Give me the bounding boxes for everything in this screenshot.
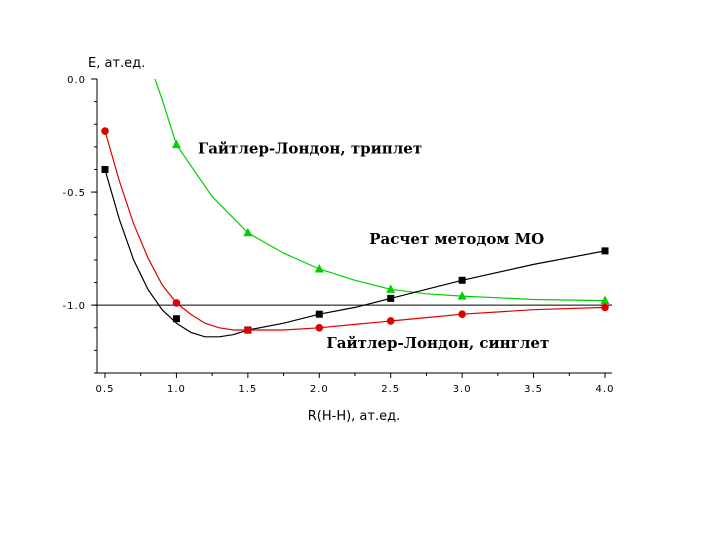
data-point xyxy=(243,227,253,237)
data-point xyxy=(386,317,395,325)
data-point xyxy=(315,323,324,332)
series-curves xyxy=(104,78,606,338)
x-tick-label: 0.5 xyxy=(96,384,115,395)
x-ticks: 0.5 1.0 1.5 2.0 2.5 3.0 3.5 4.0 xyxy=(96,373,615,395)
y-tick-label: 0.0 xyxy=(67,75,86,86)
data-point xyxy=(601,303,609,312)
data-point xyxy=(172,315,180,323)
annotation-background xyxy=(366,228,545,250)
annotation-label: Расчет методом МО xyxy=(369,230,544,248)
series-markers xyxy=(101,127,610,334)
series-line-1 xyxy=(154,78,606,302)
annotation-label: Гайтлер-Лондон, триплет xyxy=(198,140,422,158)
y-axis-title: E, ат.ед. xyxy=(88,56,145,71)
annotation-background xyxy=(194,137,437,159)
data-point xyxy=(244,326,252,334)
data-point xyxy=(314,263,324,273)
data-point xyxy=(101,127,109,135)
x-tick-label: 2.5 xyxy=(381,384,400,395)
data-point xyxy=(171,139,181,149)
annotation-label: Гайтлер-Лондон, синглет xyxy=(326,334,549,352)
data-point xyxy=(600,295,610,305)
data-point xyxy=(315,310,323,318)
x-tick-label: 4.0 xyxy=(596,384,615,395)
annotations: Гайтлер-Лондон, триплет Расчет методом МО… xyxy=(194,137,565,354)
x-tick-label: 3.0 xyxy=(453,384,472,395)
y-ticks: 0.0 -0.5 -1.0 xyxy=(62,75,97,374)
y-tick-label: -1.0 xyxy=(62,301,86,312)
data-point xyxy=(457,291,467,300)
data-point xyxy=(387,294,395,302)
y-tick-label: -0.5 xyxy=(62,188,86,199)
x-tick-label: 2.0 xyxy=(310,384,329,395)
data-point xyxy=(101,165,109,173)
annotation-background xyxy=(323,332,565,354)
data-point xyxy=(601,247,609,255)
x-axis-title: R(H-H), ат.ед. xyxy=(308,409,400,424)
data-point xyxy=(172,299,181,307)
x-tick-label: 1.5 xyxy=(238,384,257,395)
data-point xyxy=(458,276,466,284)
data-point xyxy=(386,284,396,293)
series-line-3 xyxy=(104,130,606,331)
x-tick-label: 3.5 xyxy=(524,384,543,395)
x-tick-label: 1.0 xyxy=(167,384,186,395)
data-point xyxy=(458,310,466,319)
series-line-2 xyxy=(104,169,606,338)
